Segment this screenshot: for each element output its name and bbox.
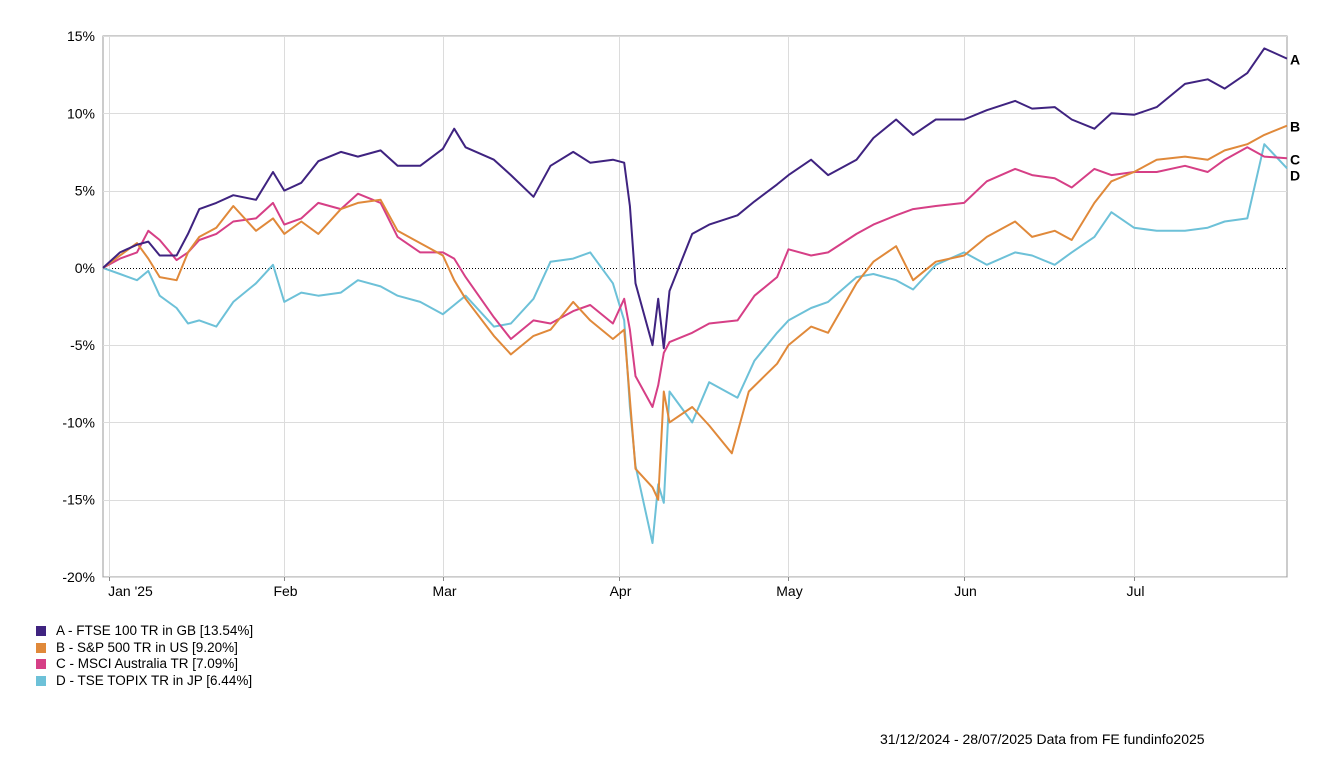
series-end-label-a: A xyxy=(1290,52,1300,68)
legend-swatch-d xyxy=(36,675,46,686)
x-tick-label: Feb xyxy=(273,583,297,599)
legend-swatch-a xyxy=(36,626,46,637)
plot-frame xyxy=(102,35,1288,578)
series-line-a xyxy=(102,47,1288,350)
x-tick-label: Jul xyxy=(1127,583,1145,599)
legend-label-a: A - FTSE 100 TR in GB [13.54%] xyxy=(56,623,254,638)
series-line-d xyxy=(102,143,1288,544)
legend-item-a: A - FTSE 100 TR in GB [13.54%] xyxy=(36,623,253,640)
series-end-label-d: D xyxy=(1290,167,1300,183)
y-tick-label: 10% xyxy=(67,105,95,121)
x-tick-label: Jan '25 xyxy=(108,583,153,599)
legend-swatch-b xyxy=(36,642,46,653)
legend-label-b: B - S&P 500 TR in US [9.20%] xyxy=(56,639,238,655)
data-source-note: 31/12/2024 - 28/07/2025 Data from FE fun… xyxy=(880,731,1205,747)
y-tick-label: -10% xyxy=(62,414,95,430)
series-line-b xyxy=(102,124,1288,501)
legend-item-d: D - TSE TOPIX TR in JP [6.44%] xyxy=(36,673,253,690)
y-tick-label: 15% xyxy=(67,28,95,44)
y-tick-label: 0% xyxy=(75,260,95,276)
line-chart: 15% 10% 5% 0% -5% -10% -15% -20% Jan '25 Feb Mar Ap… xyxy=(62,28,1300,599)
legend-swatch-c xyxy=(36,659,46,670)
x-tick-label: May xyxy=(776,583,802,599)
legend-item-c: C - MSCI Australia TR [7.09%] xyxy=(36,656,253,673)
legend-label-c: C - MSCI Australia TR [7.09%] xyxy=(56,656,239,671)
y-tick-label: -20% xyxy=(62,569,95,585)
x-tick-label: Apr xyxy=(610,583,632,599)
series-end-label-c: C xyxy=(1290,151,1300,167)
series-end-label-b: B xyxy=(1290,119,1300,135)
x-tick-label: Mar xyxy=(432,583,456,599)
y-tick-label: 5% xyxy=(75,183,95,199)
y-tick-label: -5% xyxy=(70,337,95,353)
chart-legend: A - FTSE 100 TR in GB [13.54%] B - S&P 5… xyxy=(36,623,253,689)
legend-label-d: D - TSE TOPIX TR in JP [6.44%] xyxy=(56,672,253,688)
y-tick-label: -15% xyxy=(62,492,95,508)
series-line-c xyxy=(102,146,1288,408)
legend-item-b: B - S&P 500 TR in US [9.20%] xyxy=(36,640,253,657)
x-tick-label: Jun xyxy=(954,583,977,599)
